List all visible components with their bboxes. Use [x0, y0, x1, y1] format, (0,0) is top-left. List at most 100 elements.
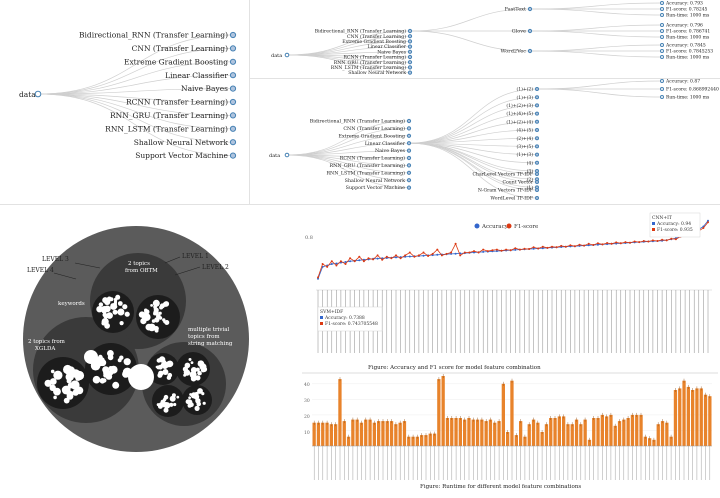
data-point[interactable]: [537, 247, 540, 250]
tree2-child-node[interactable]: [407, 49, 413, 54]
runtime-bar[interactable]: [626, 418, 630, 446]
tree2-child-node[interactable]: [407, 60, 413, 65]
runtime-bar[interactable]: [587, 439, 592, 446]
runtime-bar[interactable]: [686, 386, 690, 446]
runtime-bar[interactable]: [566, 424, 570, 446]
runtime-bar[interactable]: [527, 424, 531, 446]
runtime-bar[interactable]: [407, 436, 411, 446]
data-point[interactable]: [468, 251, 471, 254]
data-point[interactable]: [661, 238, 664, 241]
runtime-bar[interactable]: [617, 421, 622, 446]
data-point[interactable]: [353, 260, 356, 263]
tree3-child-node[interactable]: [406, 163, 412, 168]
runtime-bar[interactable]: [596, 418, 600, 446]
tree2-child-node[interactable]: [407, 34, 413, 39]
tree2-metric-node[interactable]: [660, 43, 664, 47]
data-point[interactable]: [372, 258, 375, 261]
tree2-child-node[interactable]: [407, 28, 413, 34]
tree1-child-node[interactable]: [229, 139, 237, 146]
tree2-root-node[interactable]: [284, 52, 290, 58]
tree2-metric-node[interactable]: [660, 35, 664, 39]
tree3-feature-node[interactable]: [535, 188, 539, 192]
tree3-step-node[interactable]: [535, 128, 539, 132]
runtime-bar[interactable]: [377, 421, 381, 446]
tree3-child-node[interactable]: [406, 155, 412, 161]
runtime-bar[interactable]: [682, 380, 686, 446]
runtime-bar[interactable]: [678, 388, 682, 446]
data-point[interactable]: [440, 254, 443, 257]
data-point[interactable]: [358, 255, 361, 258]
runtime-bar[interactable]: [346, 436, 351, 446]
runtime-bar[interactable]: [652, 439, 656, 446]
runtime-bar[interactable]: [510, 380, 514, 446]
data-point[interactable]: [707, 221, 709, 224]
data-point[interactable]: [422, 254, 425, 257]
data-point[interactable]: [381, 258, 384, 261]
data-point[interactable]: [651, 239, 654, 242]
tree3-step-node[interactable]: [535, 111, 539, 116]
data-point[interactable]: [702, 227, 705, 229]
runtime-bar[interactable]: [385, 421, 389, 446]
data-point[interactable]: [532, 247, 535, 250]
data-point[interactable]: [422, 251, 425, 254]
data-point[interactable]: [619, 242, 622, 245]
tree2-child-node[interactable]: [407, 70, 413, 75]
tree2-feature-node[interactable]: [527, 28, 533, 34]
data-point[interactable]: [592, 244, 595, 246]
runtime-bar[interactable]: [471, 419, 475, 446]
tree2-metric-node[interactable]: [660, 7, 664, 11]
data-point[interactable]: [404, 255, 407, 258]
data-point[interactable]: [647, 240, 650, 243]
runtime-bar[interactable]: [368, 419, 372, 446]
data-point[interactable]: [578, 243, 581, 246]
data-point[interactable]: [491, 249, 494, 252]
tree3-child-node[interactable]: [406, 118, 412, 124]
runtime-bar[interactable]: [540, 432, 544, 446]
runtime-bar[interactable]: [660, 421, 665, 446]
data-point[interactable]: [624, 241, 627, 244]
runtime-bar[interactable]: [450, 418, 454, 446]
data-point[interactable]: [670, 237, 673, 240]
tree2-feature-node[interactable]: [527, 48, 533, 54]
tree1-child-node[interactable]: [229, 98, 237, 106]
runtime-bar[interactable]: [458, 418, 462, 446]
data-point[interactable]: [596, 242, 599, 245]
data-point[interactable]: [450, 252, 453, 255]
tree3-step-node[interactable]: [535, 160, 539, 165]
runtime-bar[interactable]: [613, 425, 617, 446]
runtime-bar[interactable]: [699, 388, 703, 446]
runtime-bar[interactable]: [420, 435, 424, 446]
data-point[interactable]: [362, 260, 365, 263]
runtime-bar[interactable]: [579, 424, 583, 446]
data-point[interactable]: [495, 250, 498, 253]
tree1-child-node[interactable]: [229, 152, 237, 159]
runtime-bar[interactable]: [669, 436, 673, 446]
runtime-bar[interactable]: [415, 436, 419, 446]
data-point[interactable]: [523, 247, 526, 250]
data-point[interactable]: [344, 261, 347, 263]
data-point[interactable]: [606, 242, 609, 244]
tree3-metric-node[interactable]: [660, 87, 664, 91]
data-point[interactable]: [408, 251, 411, 254]
data-point[interactable]: [390, 257, 393, 260]
data-point[interactable]: [395, 256, 397, 259]
tree1-child-node[interactable]: [229, 58, 237, 65]
runtime-bar[interactable]: [312, 422, 316, 446]
runtime-bar[interactable]: [484, 421, 488, 446]
data-point[interactable]: [321, 263, 324, 265]
tree3-step-node[interactable]: [535, 103, 539, 108]
data-point[interactable]: [610, 242, 613, 245]
tree1-child-node[interactable]: [229, 45, 237, 52]
data-point[interactable]: [596, 243, 599, 246]
data-point[interactable]: [335, 262, 338, 265]
tree2-metric-node[interactable]: [660, 23, 664, 27]
data-point[interactable]: [349, 257, 352, 260]
data-point[interactable]: [445, 252, 448, 255]
runtime-bar[interactable]: [432, 433, 437, 446]
data-point[interactable]: [656, 240, 659, 242]
data-point[interactable]: [555, 246, 558, 249]
tree1-child-node[interactable]: [229, 125, 237, 132]
data-point[interactable]: [573, 245, 576, 248]
tree1-child-node[interactable]: [229, 31, 237, 39]
runtime-bar[interactable]: [656, 424, 660, 446]
